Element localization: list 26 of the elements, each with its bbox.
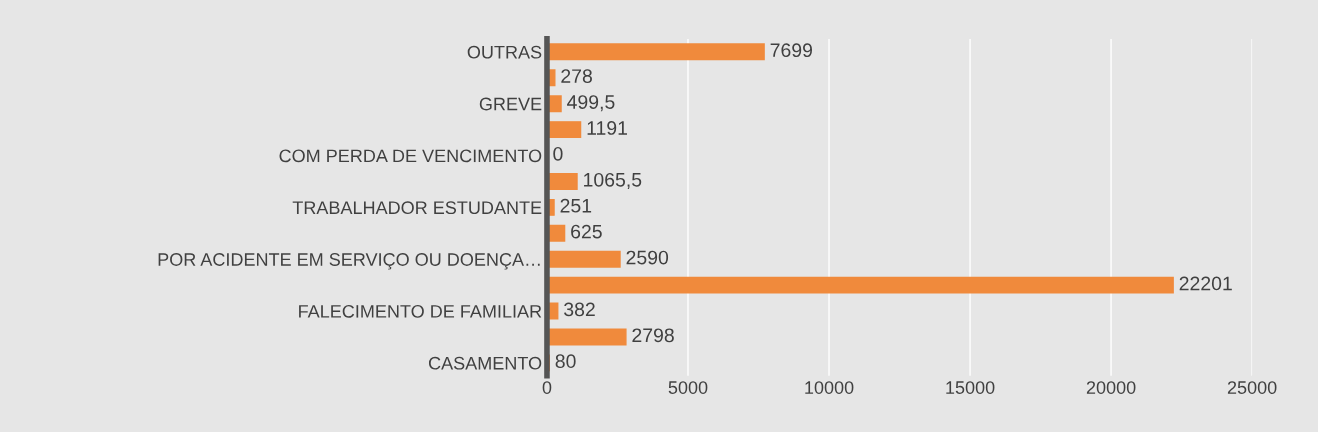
x-tick-label: 5000 (668, 381, 708, 394)
x-tick-label: 10000 (805, 381, 854, 394)
data-label: 625 (571, 224, 602, 239)
data-label: 1191 (587, 121, 627, 135)
x-tick-label: 0 (542, 381, 552, 394)
data-label: 251 (560, 198, 592, 213)
data-label: 80 (555, 354, 576, 369)
x-tick-label: 25000 (1227, 381, 1277, 394)
y-tick-label: POR ACIDENTE EM SERVIÇO OU DOENÇA… (158, 253, 540, 270)
data-label: 7699 (770, 43, 813, 58)
y-tick-label: GREVE (479, 97, 542, 111)
data-label: 278 (561, 69, 592, 83)
data-label: 499,5 (567, 95, 615, 112)
y-tick-label: OUTRAS (467, 45, 542, 59)
data-label: 382 (564, 302, 595, 317)
data-label: 2798 (632, 328, 674, 343)
y-tick-label: FALECIMENTO DE FAMILIAR (299, 304, 542, 318)
x-tick-label: 20000 (1086, 381, 1136, 394)
data-label: 2590 (626, 250, 669, 265)
data-label: 1065,5 (584, 172, 642, 189)
y-tick-label: COM PERDA DE VENCIMENTO (279, 149, 542, 163)
x-tick-label: 15000 (946, 381, 995, 394)
y-tick-label: TRABALHADOR ESTUDANTE (292, 201, 542, 215)
y-tick-label: CASAMENTO (428, 356, 542, 370)
data-label: 0 (553, 146, 563, 161)
data-label: 22201 (1179, 276, 1232, 291)
